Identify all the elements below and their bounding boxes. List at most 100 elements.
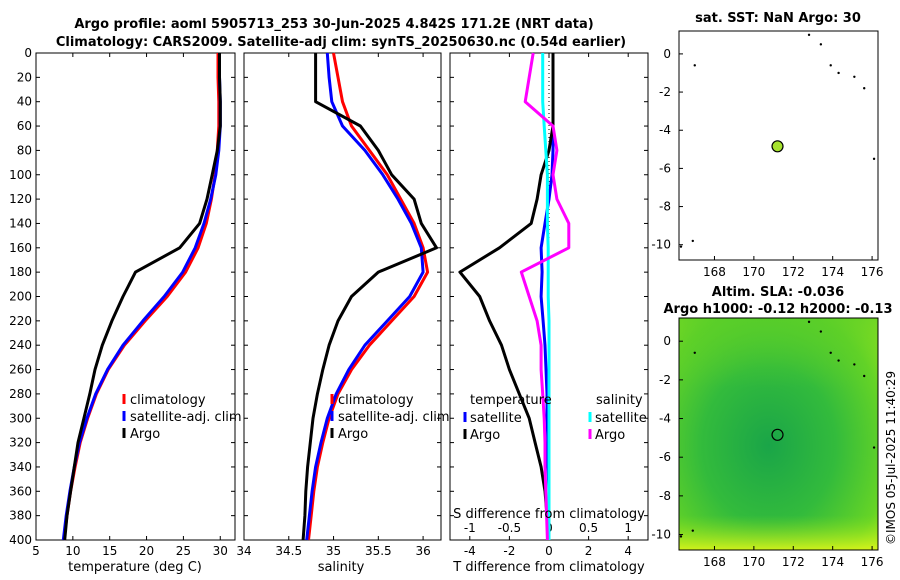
series-line-satellite-adj-clim (305, 52, 425, 541)
legend-label: Argo (338, 427, 368, 442)
x-tick-label: 35 (326, 544, 341, 558)
island-speck (829, 64, 832, 67)
x-tick-label: 34 (236, 544, 251, 558)
y-tick-label: 40 (17, 95, 32, 109)
y-tick-label: 140 (9, 216, 32, 230)
x-tick-label: 34.5 (275, 544, 302, 558)
y-tick-label: 380 (9, 509, 32, 523)
island-speck (819, 43, 823, 46)
y-tick-label: 160 (9, 241, 32, 255)
legend-label: Argo (595, 428, 625, 443)
y-tick-label: 280 (9, 387, 32, 401)
island-speck (679, 535, 683, 538)
x-tick-label: -2 (503, 544, 515, 558)
y-tick-label: -2 (659, 373, 671, 387)
legend-label: satellite (470, 411, 522, 426)
y-tick-label: -2 (659, 85, 671, 99)
y-tick-label: 220 (9, 314, 32, 328)
y-tick-label: -10 (651, 528, 671, 542)
top-x-tick-label: 0.5 (579, 521, 598, 535)
top-x-tick-label: -1 (464, 521, 476, 535)
y-tick-label: -4 (659, 123, 671, 137)
series-line-climatology (62, 53, 221, 541)
y-tick-label: -8 (659, 200, 671, 214)
series-line-s-satellite (541, 53, 551, 540)
y-tick-label: 340 (9, 460, 32, 474)
x-tick-label: 10 (65, 544, 80, 558)
series-line-satellite-adj-clim (61, 53, 222, 541)
y-tick-label: 360 (9, 484, 32, 498)
legend-title-temperature: temperature (470, 393, 552, 408)
argo-float-marker (771, 140, 784, 153)
y-tick-label: 100 (9, 168, 32, 182)
temperature-xlabel: temperature (deg C) (68, 560, 202, 575)
island-speck (863, 374, 866, 378)
island-speck (853, 363, 856, 366)
title-line-2: Climatology: CARS2009. Satellite-adj cli… (56, 35, 626, 50)
island-speck (853, 75, 856, 79)
legend-label: Argo (470, 428, 500, 443)
x-tick-label: 174 (821, 265, 844, 279)
island-speck (829, 351, 832, 354)
temperature-panel: 0 20 40 60 80 100 120 140 160 180 200 220 240 260 280 3… (9, 46, 242, 558)
sla-title-line-2: Argo h1000: -0.12 h2000: -0.13 (663, 302, 892, 317)
t-diff-xlabel: T difference from climatology (452, 560, 645, 575)
legend-label: climatology (130, 393, 206, 408)
sst-map-title: sat. SST: NaN Argo: 30 (695, 11, 861, 26)
y-tick-label: 320 (9, 436, 32, 450)
legend-label: satellite (595, 411, 647, 426)
series-line-argo (63, 53, 222, 541)
legend-label: satellite-adj. clim (130, 410, 242, 425)
island-speck (807, 320, 811, 324)
legend-label: satellite-adj. clim (338, 410, 450, 425)
y-tick-label: 200 (9, 290, 32, 304)
imos-watermark: ©IMOS 05-Jul-2025 11:40:29 (884, 371, 898, 545)
y-tick-label: 180 (9, 265, 32, 279)
island-speck (691, 239, 694, 243)
top-x-tick-label: -0.5 (498, 521, 521, 535)
sla-title-line-1: Altim. SLA: -0.036 (712, 285, 844, 300)
y-tick-label: 0 (24, 46, 32, 60)
series-line-climatology (307, 52, 430, 541)
island-speck (819, 330, 823, 333)
x-tick-label: 170 (742, 555, 765, 569)
y-tick-label: -10 (651, 238, 671, 252)
series-line-argo (301, 53, 438, 541)
y-tick-label: 260 (9, 363, 32, 377)
sla-map: 168 170 172 174 176 0 -2 -4 -6 -8 -10 (651, 317, 884, 569)
x-tick-label: 25 (176, 544, 191, 558)
x-tick-label: 0 (545, 544, 553, 558)
legend-label: climatology (338, 393, 414, 408)
y-tick-label: -4 (659, 412, 671, 426)
y-tick-label: 240 (9, 338, 32, 352)
x-tick-label: 36 (415, 544, 430, 558)
island-speck (807, 33, 811, 37)
x-tick-label: 20 (139, 544, 154, 558)
x-tick-label: 35.5 (365, 544, 392, 558)
y-tick-label: 0 (663, 47, 671, 61)
map-frame (678, 30, 879, 261)
x-tick-label: 168 (703, 265, 726, 279)
x-tick-label: 5 (32, 544, 40, 558)
x-tick-label: 176 (861, 555, 884, 569)
island-speck (837, 71, 840, 75)
x-tick-label: 4 (624, 544, 632, 558)
x-tick-label: 2 (585, 544, 593, 558)
island-speck (691, 529, 694, 532)
island-speck (872, 446, 876, 449)
x-tick-label: 168 (703, 555, 726, 569)
y-tick-label: -6 (659, 450, 671, 464)
y-tick-label: 60 (17, 119, 32, 133)
x-tick-label: -4 (464, 544, 476, 558)
y-tick-label: 300 (9, 411, 32, 425)
y-tick-label: 0 (663, 334, 671, 348)
island-speck (872, 157, 876, 161)
legend-title-salinity: salinity (596, 393, 643, 408)
top-x-tick-label: 1 (624, 521, 632, 535)
map-frame (678, 317, 879, 551)
x-tick-label: 176 (861, 265, 884, 279)
title-line-1: Argo profile: aoml 5905713_253 30-Jun-20… (74, 17, 593, 32)
y-tick-label: 20 (17, 70, 32, 84)
legend-label: Argo (130, 427, 160, 442)
